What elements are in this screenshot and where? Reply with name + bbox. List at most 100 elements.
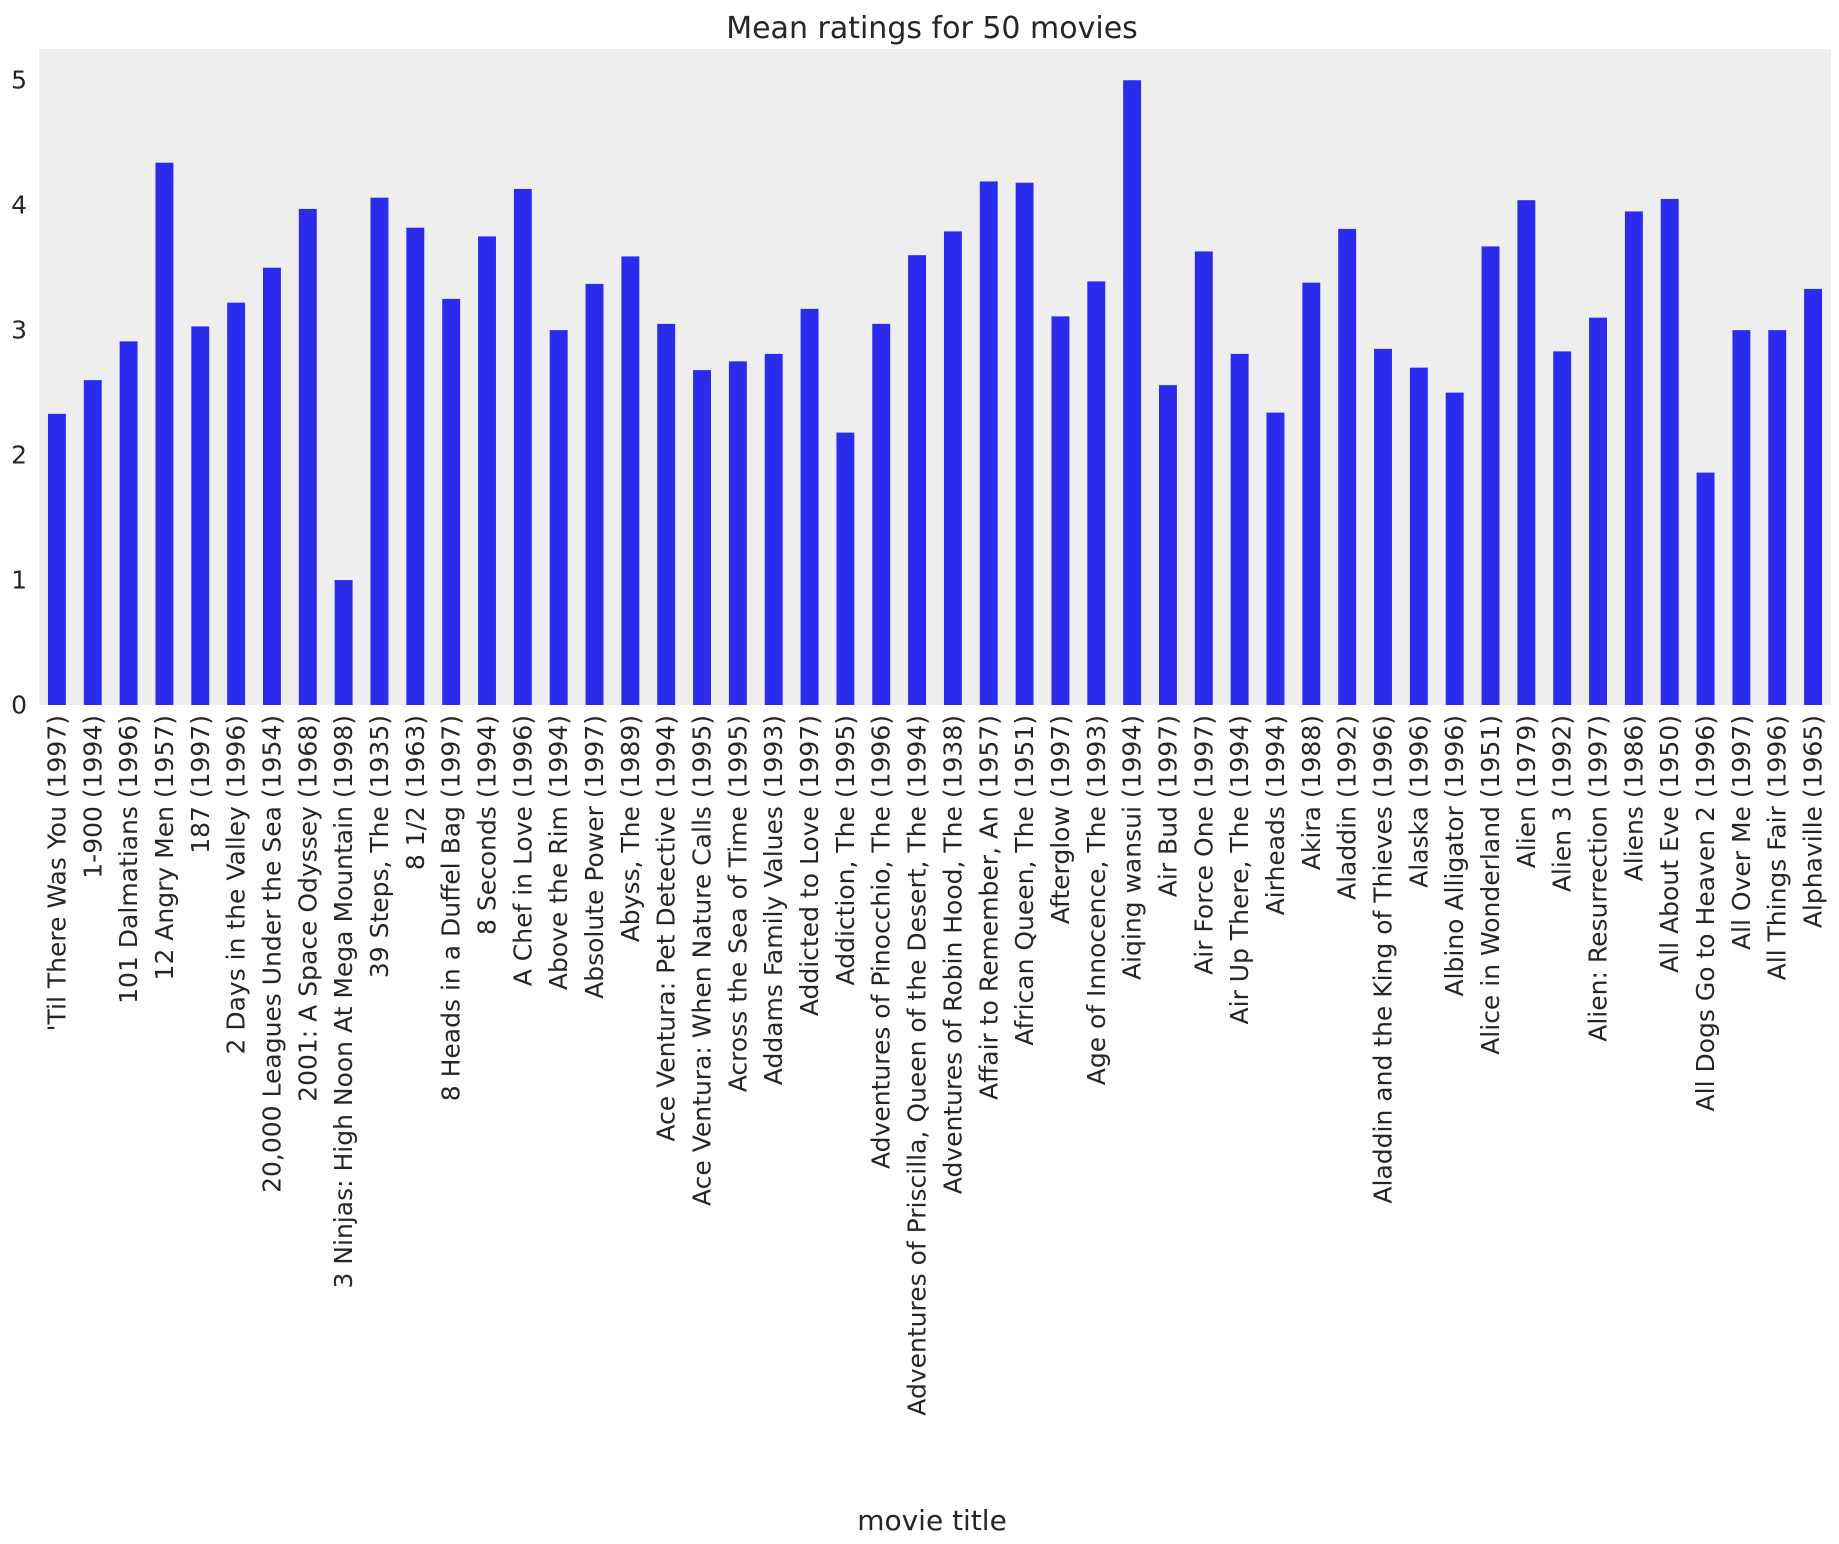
bar [943,231,962,705]
x-tick-label: 2001: A Space Odyssey (1968) [293,715,322,1102]
x-tick-label: 8 Heads in a Duffel Bag (1997) [437,715,466,1101]
x-tick-label: Absolute Power (1997) [580,715,609,999]
bar [191,326,210,705]
bar [1481,246,1500,706]
bar [406,227,425,705]
bar [1230,353,1249,705]
x-tick-label: All Over Me (1997) [1727,715,1756,950]
bar [1123,80,1142,706]
x-tick-label: Adventures of Priscilla, Queen of the De… [903,715,932,1416]
bar [1338,228,1357,705]
x-tick-label: Ace Ventura: Pet Detective (1994) [652,715,681,1142]
x-tick-label: 187 (1997) [186,715,215,854]
x-tick-label: African Queen, The (1951) [1010,715,1039,1046]
bar [728,361,747,705]
x-tick-label: 'Til There Was You (1997) [42,715,71,1031]
x-tick-label: Addicted to Love (1997) [795,715,824,1016]
bar [442,298,461,705]
bars-group [47,80,1823,706]
x-tick-label: Akira (1988) [1297,715,1326,870]
y-tick-label: 1 [11,566,27,595]
bar [1589,317,1607,705]
x-tick-label: Air Bud (1997) [1153,715,1182,897]
bar [1409,367,1428,705]
bar [1732,330,1751,705]
y-tick-label: 0 [11,691,27,720]
x-tick-label: Albino Alligator (1996) [1440,715,1469,997]
bar [908,255,927,706]
x-tick-label: Alice in Wonderland (1951) [1476,715,1505,1055]
x-tick-label: Alaska (1996) [1404,715,1433,888]
x-tick-label: All Things Fair (1996) [1763,715,1792,980]
x-tick-label: Alien (1979) [1512,715,1541,868]
x-tick-label: Adventures of Robin Hood, The (1938) [938,715,967,1194]
y-tick-label: 2 [11,441,27,470]
bar [155,162,174,705]
x-tick-label: 12 Angry Men (1957) [150,715,179,980]
x-tick-label: Above the Rim (1994) [544,715,573,990]
x-tick-label: 1-900 (1994) [78,715,107,879]
x-tick-label: Alien: Resurrection (1997) [1584,715,1613,1042]
bar [1553,351,1572,705]
x-tick-label: Aiqing wansui (1994) [1118,715,1147,980]
y-tick-label: 3 [11,316,27,345]
bar [334,580,353,705]
x-tick-label: Air Up There, The (1994) [1225,715,1254,1024]
x-tick-label: Air Force One (1997) [1189,715,1218,975]
bar [621,256,640,705]
x-axis-ticks: 'Til There Was You (1997) 1-900 (1994) 101… [42,715,1827,1416]
y-tick-label: 5 [11,66,27,95]
bar [764,353,783,705]
bar [693,370,711,705]
bar [585,283,604,705]
x-tick-label: Aliens (1986) [1619,715,1648,881]
bar [370,197,389,705]
bar [1804,288,1823,705]
bar [1051,316,1070,705]
bar [1159,385,1177,705]
x-tick-label: Airheads (1994) [1261,715,1290,915]
bar [119,341,138,705]
bar [47,413,66,705]
bar [872,323,891,705]
x-tick-label: 20,000 Leagues Under the Sea (1954) [257,715,286,1193]
x-tick-label: 39 Steps, The (1935) [365,715,394,978]
bar [298,208,317,705]
x-tick-label: 8 Seconds (1994) [473,715,502,935]
bar [1194,251,1213,706]
bar [1660,198,1679,705]
bar [1087,281,1106,705]
bar [1266,412,1285,705]
x-tick-label: 101 Dalmatians (1996) [114,715,143,1004]
x-tick-label: Afterglow (1997) [1046,715,1075,924]
bar [836,432,855,705]
bar [478,236,496,705]
x-tick-label: A Chef in Love (1996) [508,715,537,986]
bar [800,308,819,705]
bar [1015,182,1034,705]
y-tick-label: 4 [11,191,27,220]
bar [1696,472,1715,705]
chart-title: Mean ratings for 50 movies [726,11,1138,46]
x-tick-label: 2 Days in the Valley (1996) [222,715,251,1055]
x-tick-label: 8 1/2 (1963) [401,715,430,870]
x-tick-label: Aladdin and the King of Thieves (1996) [1369,715,1398,1204]
x-tick-label: Aladdin (1992) [1333,715,1362,900]
bar [1445,392,1464,705]
bar [1517,200,1536,705]
bar [513,188,532,705]
bar [1624,211,1643,705]
x-tick-label: 3 Ninjas: High Noon At Mega Mountain (19… [329,715,358,1289]
x-tick-label: Adventures of Pinocchio, The (1996) [867,715,896,1169]
x-tick-label: Alphaville (1965) [1799,715,1828,928]
bar [1374,348,1392,705]
bar [549,330,568,705]
x-tick-label: Across the Sea of Time (1995) [723,715,752,1092]
x-tick-label: All About Eve (1950) [1655,715,1684,973]
x-tick-label: Addiction, The (1995) [831,715,860,985]
x-tick-label: Abyss, The (1989) [616,715,645,942]
bar [1768,330,1787,705]
bar [657,323,676,705]
bar [1302,282,1321,705]
